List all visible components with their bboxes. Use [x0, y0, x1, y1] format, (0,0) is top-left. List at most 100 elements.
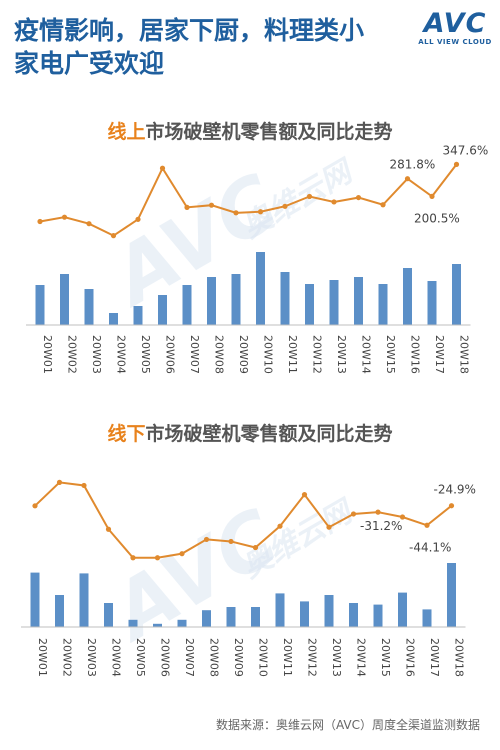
line-point	[62, 215, 67, 220]
bar	[227, 607, 236, 627]
x-tick-label: 20W15	[384, 335, 397, 374]
bar	[232, 274, 241, 325]
bar	[330, 280, 339, 325]
line-point	[204, 537, 209, 542]
line-point	[380, 202, 385, 207]
bar	[207, 277, 216, 325]
line-point	[111, 233, 116, 238]
bar	[447, 563, 456, 627]
data-label: -31.2%	[360, 519, 402, 533]
line-point	[233, 210, 238, 215]
bar	[379, 284, 388, 325]
x-tick-label: 20W09	[232, 638, 245, 677]
bar	[300, 601, 309, 627]
x-tick-label: 20W16	[409, 335, 422, 374]
bar	[80, 573, 89, 627]
x-tick-label: 20W14	[360, 335, 373, 374]
line-point	[37, 219, 42, 224]
bar	[281, 272, 290, 325]
bar	[36, 285, 45, 325]
line-point	[184, 205, 189, 210]
x-tick-label: 20W08	[213, 335, 226, 374]
x-tick-label: 20W01	[36, 638, 49, 677]
bar	[349, 603, 358, 627]
bar	[305, 284, 314, 325]
x-tick-label: 20W04	[115, 335, 128, 374]
bar	[109, 313, 118, 325]
line-point	[351, 511, 356, 516]
bar	[251, 607, 260, 627]
x-tick-label: 20W14	[355, 638, 368, 677]
line-point	[449, 503, 454, 508]
x-tick-label: 20W11	[281, 638, 294, 677]
x-tick-label: 20W05	[134, 638, 147, 677]
x-tick-label: 20W15	[379, 638, 392, 677]
bar	[276, 593, 285, 627]
bar	[403, 268, 412, 325]
line-point	[155, 555, 160, 560]
bar	[178, 620, 187, 627]
x-tick-label: 20W18	[453, 638, 466, 677]
line-point	[302, 492, 307, 497]
line-point	[160, 166, 165, 171]
x-tick-label: 20W13	[330, 638, 343, 677]
x-tick-label: 20W16	[404, 638, 417, 677]
line-point	[454, 162, 459, 167]
x-tick-label: 20W13	[335, 335, 348, 374]
headline-line-1: 疫情影响，居家下厨，料理类小	[14, 14, 414, 47]
x-tick-label: 20W06	[164, 335, 177, 374]
line-point	[307, 194, 312, 199]
bar	[158, 295, 167, 325]
data-label: 281.8%	[390, 158, 436, 172]
line-point	[81, 483, 86, 488]
data-label: -44.1%	[409, 540, 451, 554]
line-point	[135, 217, 140, 222]
line-point	[258, 209, 263, 214]
headline: 疫情影响，居家下厨，料理类小 家电广受欢迎	[14, 14, 414, 80]
line-point	[106, 527, 111, 532]
x-tick-label: 20W07	[183, 638, 196, 677]
x-tick-label: 20W05	[139, 335, 152, 374]
line-point	[356, 195, 361, 200]
logo-subtext: ALL VIEW CLOUD	[414, 38, 496, 46]
line-point	[209, 203, 214, 208]
bar	[85, 289, 94, 325]
line-point	[429, 194, 434, 199]
bar	[134, 306, 143, 325]
line-point	[331, 199, 336, 204]
bar	[183, 285, 192, 325]
bar	[428, 281, 437, 325]
line-point	[253, 545, 258, 550]
line-point	[57, 480, 62, 485]
bar	[129, 620, 138, 627]
x-tick-label: 20W02	[61, 638, 74, 677]
x-tick-label: 20W01	[41, 335, 54, 374]
x-tick-label: 20W12	[311, 335, 324, 374]
x-tick-label: 20W08	[208, 638, 221, 677]
yoy-line	[40, 164, 457, 235]
x-tick-label: 20W18	[458, 335, 471, 374]
data-label: 347.6%	[443, 143, 489, 157]
data-label: -24.9%	[434, 483, 476, 497]
bar	[256, 252, 265, 325]
x-tick-label: 20W03	[85, 638, 98, 677]
avc-logo: AVC ALL VIEW CLOUD	[414, 10, 496, 50]
x-tick-label: 20W06	[159, 638, 172, 677]
headline-line-2: 家电广受欢迎	[14, 47, 414, 80]
data-label: 200.5%	[414, 211, 460, 225]
data-source-note: 数据来源：奥维云网（AVC）周度全渠道监测数据	[216, 716, 480, 733]
line-point	[86, 221, 91, 226]
line-point	[130, 555, 135, 560]
bar	[354, 277, 363, 325]
x-tick-label: 20W17	[428, 638, 441, 677]
x-tick-label: 20W04	[110, 638, 123, 677]
line-point	[282, 204, 287, 209]
x-tick-label: 20W07	[188, 335, 201, 374]
x-tick-label: 20W03	[90, 335, 103, 374]
bar	[325, 595, 334, 627]
bar	[31, 573, 40, 627]
x-tick-label: 20W17	[433, 335, 446, 374]
bar	[398, 593, 407, 627]
x-tick-label: 20W10	[257, 638, 270, 677]
line-point	[277, 524, 282, 529]
